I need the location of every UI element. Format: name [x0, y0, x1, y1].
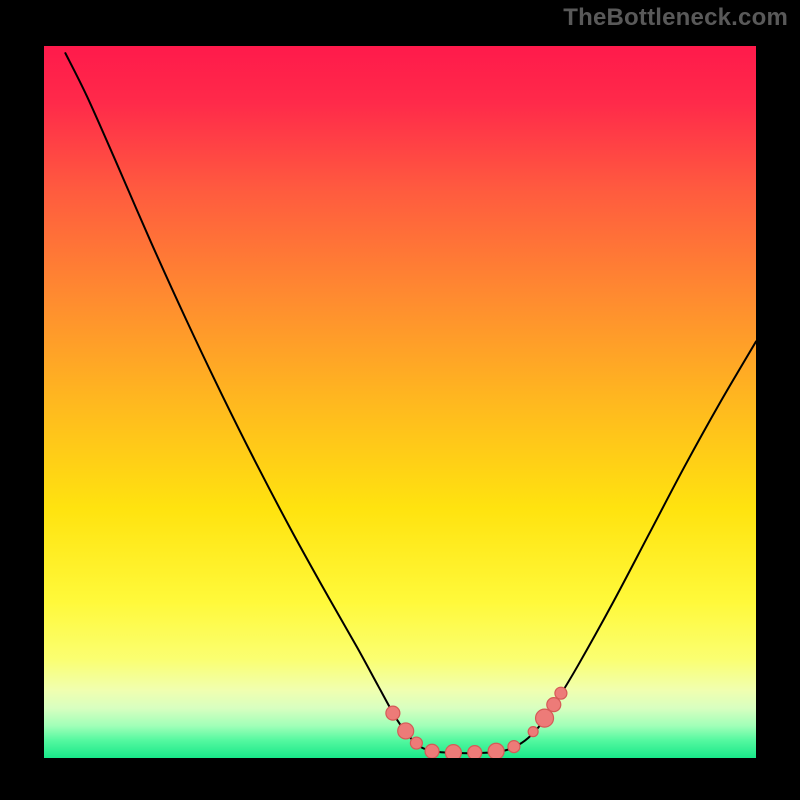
curve-marker — [398, 723, 414, 739]
chart-svg — [0, 0, 800, 800]
curve-marker — [488, 743, 504, 759]
curve-marker — [386, 706, 400, 720]
curve-marker — [547, 698, 561, 712]
curve-marker — [410, 737, 422, 749]
curve-marker — [508, 741, 520, 753]
curve-marker — [468, 746, 482, 760]
curve-marker — [555, 687, 567, 699]
curve-marker — [536, 709, 554, 727]
gradient-background — [44, 46, 756, 758]
curve-marker — [528, 727, 538, 737]
curve-marker — [425, 744, 439, 758]
chart-root: TheBottleneck.com — [0, 0, 800, 800]
watermark-label: TheBottleneck.com — [563, 4, 788, 32]
